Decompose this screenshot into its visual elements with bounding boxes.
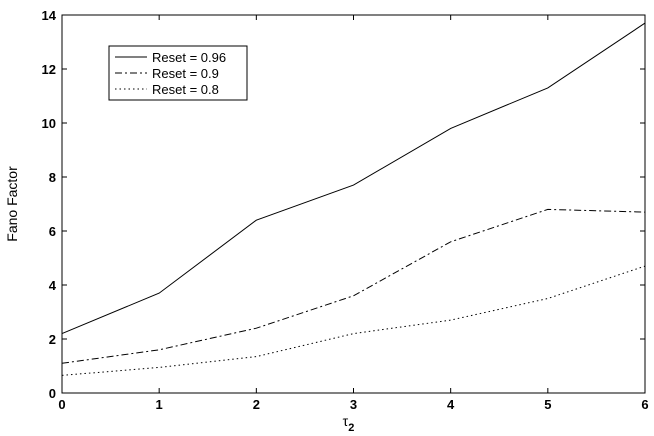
x-tick-label: 6 bbox=[641, 397, 648, 412]
legend-label-1: Reset = 0.96 bbox=[152, 50, 226, 65]
legend-label-3: Reset = 0.8 bbox=[152, 82, 219, 97]
y-tick-label: 10 bbox=[42, 116, 56, 131]
x-tick-label: 2 bbox=[253, 397, 260, 412]
y-tick-label: 0 bbox=[49, 386, 56, 401]
y-tick-label: 14 bbox=[42, 8, 57, 23]
y-axis-label: Fano Factor bbox=[4, 166, 20, 242]
series-line-2 bbox=[61, 208, 646, 364]
series-line-1 bbox=[61, 22, 646, 335]
series-line-3 bbox=[61, 265, 646, 376]
y-tick-label: 12 bbox=[42, 62, 56, 77]
y-tick-label: 8 bbox=[49, 170, 56, 185]
x-tick-label: 1 bbox=[156, 397, 163, 412]
x-tick-label: 3 bbox=[350, 397, 357, 412]
x-tick-label: 4 bbox=[447, 397, 455, 412]
x-tick-label: 0 bbox=[58, 397, 65, 412]
x-tick-label: 5 bbox=[544, 397, 551, 412]
x-axis-label-subscript: 2 bbox=[348, 422, 354, 434]
y-tick-label: 2 bbox=[49, 332, 56, 347]
y-tick-label: 4 bbox=[49, 278, 57, 293]
x-axis-label: τ2 bbox=[343, 413, 355, 434]
x-axis-label-symbol: τ bbox=[343, 413, 349, 429]
y-tick-label: 6 bbox=[49, 224, 56, 239]
legend-label-2: Reset = 0.9 bbox=[152, 66, 219, 81]
